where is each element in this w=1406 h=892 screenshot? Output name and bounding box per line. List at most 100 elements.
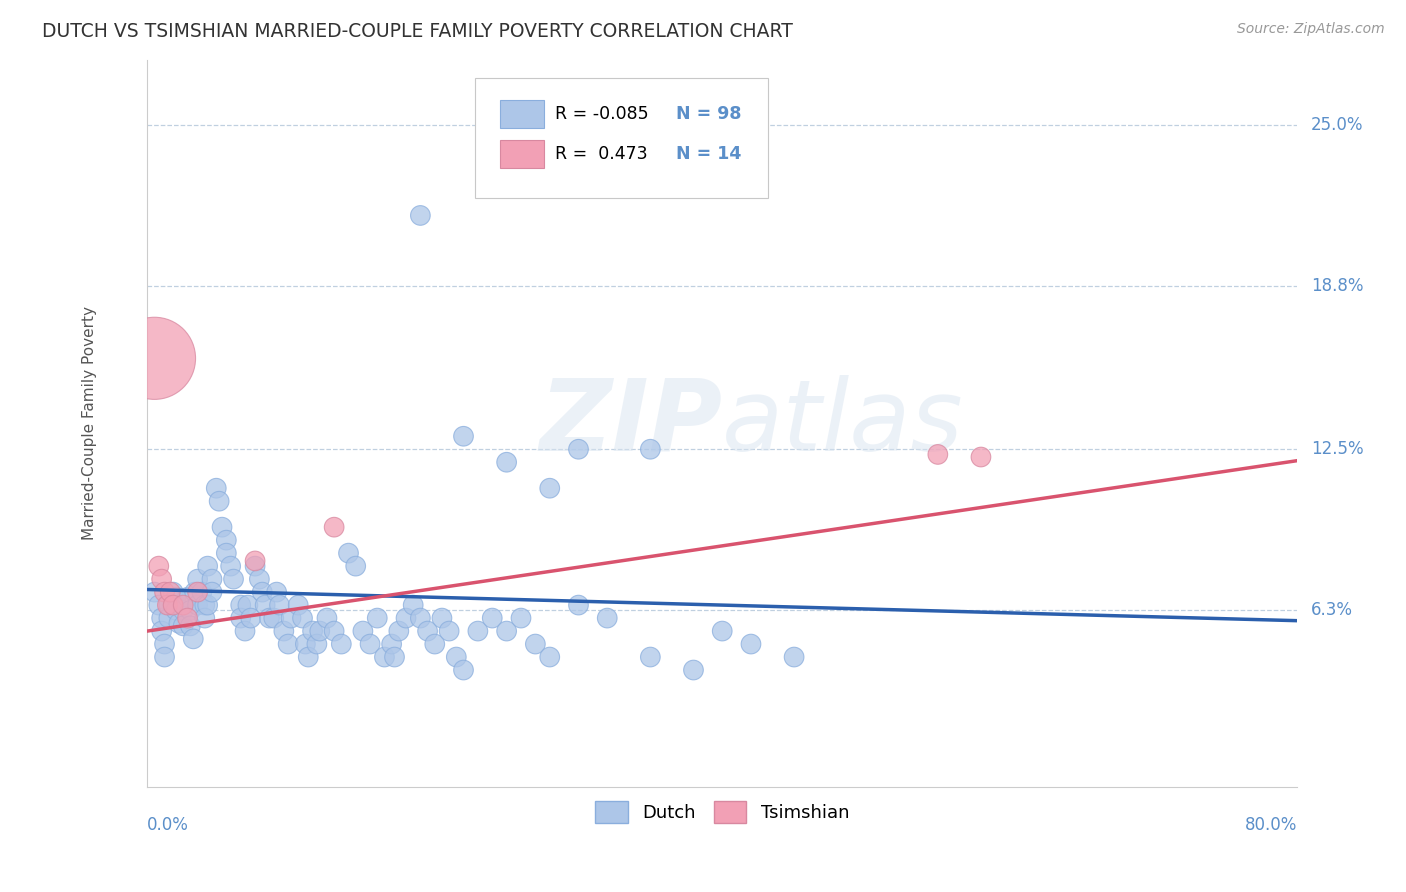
- Point: [316, 611, 339, 625]
- Point: [148, 559, 170, 574]
- Point: [495, 455, 517, 469]
- Text: R = -0.085: R = -0.085: [555, 105, 650, 123]
- Point: [301, 624, 323, 638]
- Point: [243, 554, 266, 568]
- Point: [510, 611, 533, 625]
- Point: [344, 559, 367, 574]
- Point: [219, 559, 242, 574]
- Point: [143, 351, 166, 366]
- Point: [287, 598, 309, 612]
- Point: [197, 559, 219, 574]
- Point: [446, 650, 468, 665]
- Point: [194, 611, 217, 625]
- Point: [172, 619, 194, 633]
- Bar: [501, 140, 544, 168]
- Point: [162, 585, 184, 599]
- Text: 80.0%: 80.0%: [1244, 816, 1298, 834]
- Point: [596, 611, 619, 625]
- Text: N = 98: N = 98: [676, 105, 742, 123]
- Point: [388, 624, 411, 638]
- Point: [211, 520, 233, 534]
- Point: [176, 591, 198, 605]
- Point: [215, 546, 238, 560]
- Text: Source: ZipAtlas.com: Source: ZipAtlas.com: [1237, 22, 1385, 37]
- Point: [495, 624, 517, 638]
- Point: [337, 546, 360, 560]
- Point: [524, 637, 547, 651]
- Point: [423, 637, 446, 651]
- Point: [157, 598, 180, 612]
- FancyBboxPatch shape: [475, 78, 768, 198]
- Point: [263, 611, 285, 625]
- Point: [252, 585, 274, 599]
- Point: [197, 598, 219, 612]
- Point: [201, 585, 224, 599]
- Point: [183, 585, 205, 599]
- Point: [150, 572, 173, 586]
- Point: [187, 572, 209, 586]
- Point: [191, 585, 214, 599]
- Point: [277, 637, 299, 651]
- Point: [273, 624, 295, 638]
- Point: [172, 598, 194, 612]
- Point: [215, 533, 238, 548]
- Point: [384, 650, 406, 665]
- Point: [567, 598, 589, 612]
- Point: [373, 650, 395, 665]
- Text: atlas: atlas: [723, 375, 965, 472]
- Text: Married-Couple Family Poverty: Married-Couple Family Poverty: [83, 306, 97, 541]
- Point: [395, 611, 418, 625]
- Text: 6.3%: 6.3%: [1310, 601, 1353, 619]
- Point: [927, 447, 949, 461]
- Point: [172, 603, 194, 617]
- Point: [437, 624, 460, 638]
- Point: [323, 624, 346, 638]
- Point: [159, 585, 181, 599]
- Bar: [501, 100, 544, 128]
- Point: [970, 450, 993, 464]
- Point: [308, 624, 330, 638]
- Point: [467, 624, 489, 638]
- Point: [153, 650, 176, 665]
- Point: [187, 598, 209, 612]
- Point: [538, 650, 561, 665]
- Point: [682, 663, 704, 677]
- Text: 12.5%: 12.5%: [1310, 441, 1364, 458]
- Point: [481, 611, 503, 625]
- Point: [165, 591, 187, 605]
- Point: [153, 585, 176, 599]
- Point: [187, 585, 209, 599]
- Text: 18.8%: 18.8%: [1310, 277, 1364, 294]
- Point: [239, 611, 262, 625]
- Point: [157, 611, 180, 625]
- Point: [359, 637, 381, 651]
- Point: [381, 637, 404, 651]
- Point: [280, 611, 302, 625]
- Point: [205, 481, 228, 495]
- Point: [783, 650, 806, 665]
- Point: [323, 520, 346, 534]
- Point: [243, 559, 266, 574]
- Point: [294, 637, 316, 651]
- Point: [640, 442, 662, 457]
- Point: [150, 624, 173, 638]
- Point: [208, 494, 231, 508]
- Point: [148, 598, 170, 612]
- Text: ZIP: ZIP: [540, 375, 723, 472]
- Point: [366, 611, 388, 625]
- Text: N = 14: N = 14: [676, 145, 741, 163]
- Legend: Dutch, Tsimshian: Dutch, Tsimshian: [588, 794, 856, 830]
- Point: [229, 598, 252, 612]
- Text: 25.0%: 25.0%: [1310, 116, 1364, 134]
- Point: [640, 650, 662, 665]
- Point: [247, 572, 270, 586]
- Point: [416, 624, 439, 638]
- Text: 0.0%: 0.0%: [148, 816, 190, 834]
- Point: [297, 650, 319, 665]
- Point: [156, 598, 179, 612]
- Point: [402, 598, 425, 612]
- Point: [229, 611, 252, 625]
- Point: [167, 616, 190, 631]
- Point: [409, 209, 432, 223]
- Point: [740, 637, 762, 651]
